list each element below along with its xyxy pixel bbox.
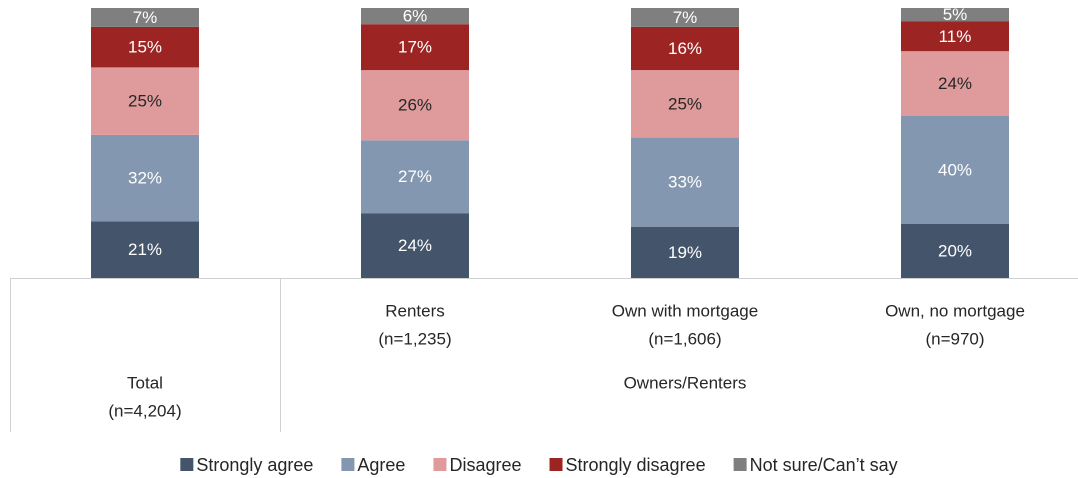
legend-marker (549, 458, 563, 471)
data-label: 24% (398, 236, 432, 255)
data-label: 24% (938, 74, 972, 93)
data-label: 6% (403, 7, 428, 26)
x-tick-note: (n=970) (925, 329, 984, 348)
x-tick-note: (n=1,235) (378, 329, 451, 348)
legend-label: Agree (357, 455, 405, 475)
legend-marker (180, 458, 194, 471)
data-label: 26% (398, 96, 432, 115)
group-label: Owners/Renters (624, 373, 747, 392)
bar-segment (631, 8, 739, 27)
bar-segment (631, 70, 739, 138)
bar-segment (901, 51, 1009, 117)
data-label: 15% (128, 38, 162, 57)
bar-segment (91, 8, 199, 27)
x-tick-label: Renters (385, 301, 445, 320)
data-label: 20% (938, 241, 972, 260)
x-tick-note: (n=1,606) (648, 329, 721, 348)
data-label: 7% (133, 8, 158, 27)
legend-marker (733, 458, 747, 471)
data-label: 25% (128, 92, 162, 111)
bar-segment (361, 213, 469, 278)
x-tick-note: (n=4,204) (108, 401, 181, 420)
bar-segment (361, 8, 469, 25)
bar-segment (901, 8, 1009, 22)
data-label: 25% (668, 94, 702, 113)
bar-segment (631, 226, 739, 278)
data-label: 19% (668, 243, 702, 262)
data-label: 7% (673, 8, 698, 27)
legend-label: Strongly disagree (566, 455, 706, 475)
legend-label: Not sure/Can’t say (750, 455, 898, 475)
legend-marker (341, 458, 355, 471)
bar-segment (631, 26, 739, 71)
data-label: 32% (128, 169, 162, 188)
bar-segment (901, 224, 1009, 278)
bar-segment (91, 221, 199, 278)
x-tick-label: Own, no mortgage (885, 301, 1025, 320)
legend-label: Disagree (449, 455, 521, 475)
data-label: 16% (668, 39, 702, 58)
data-label: 11% (939, 27, 972, 46)
data-label: 27% (398, 167, 432, 186)
bar-segment (361, 24, 469, 71)
x-tick-label: Own with mortgage (612, 301, 758, 320)
x-tick-label: Total (127, 373, 163, 392)
data-label: 40% (938, 160, 972, 179)
bar-segment (91, 67, 199, 135)
data-label: 17% (398, 38, 432, 57)
bar-segment (91, 26, 199, 68)
data-label: 5% (943, 5, 968, 24)
bar-segment (631, 137, 739, 227)
bar-segment (361, 70, 469, 141)
bar-segment (361, 140, 469, 214)
legend-label: Strongly agree (196, 455, 313, 475)
bar-segment (91, 134, 199, 222)
bar-segment (901, 116, 1009, 224)
data-label: 33% (668, 173, 702, 192)
data-label: 21% (128, 240, 162, 259)
bar-segment (901, 21, 1009, 52)
legend-marker (433, 458, 447, 471)
